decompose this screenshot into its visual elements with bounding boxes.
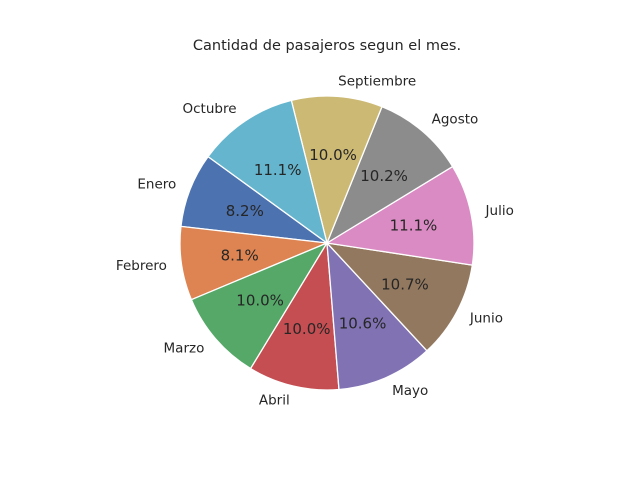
pie-slice-septiembre [290, 95, 383, 246]
pie-percent-label: 10.0% [236, 291, 284, 309]
pie-category-label: Septiembre [338, 74, 416, 90]
pie-category-label: Enero [137, 176, 176, 192]
pie-slice-mayo [326, 241, 428, 391]
pie-category-label: Marzo [164, 340, 205, 356]
pie-category-label: Octubre [183, 101, 237, 117]
pie-percent-label: 10.0% [283, 320, 331, 338]
pie-percent-label: 10.0% [309, 146, 357, 164]
pie-category-label: Febrero [116, 258, 167, 274]
pie-percent-label: 10.6% [339, 315, 387, 333]
pie-percent-label: 10.7% [381, 275, 429, 293]
pie-slice-marzo [190, 241, 329, 370]
pie-category-label: Julio [485, 203, 514, 219]
pie-slices [179, 95, 475, 391]
pie-category-label: Mayo [392, 383, 428, 399]
pie-percent-label: 11.1% [390, 217, 438, 235]
pie-slice-junio [325, 242, 474, 352]
pie-category-label: Junio [469, 311, 503, 327]
pie-labels: 8.2% Enero 8.1% Febrero 10.0% Marzo 10.0% Abril… [116, 74, 514, 409]
pie-category-label: Agosto [432, 112, 479, 128]
pie-percent-label: 8.1% [221, 246, 259, 264]
pie-slice-abril [249, 240, 340, 391]
pie-slice-octubre [207, 99, 329, 245]
pie-category-label: Abril [259, 392, 290, 408]
pie-percent-label: 11.1% [254, 161, 302, 179]
pie-percent-label: 8.2% [226, 202, 264, 220]
pie-slice-julio [325, 165, 475, 266]
pie-percent-label: 10.2% [360, 167, 408, 185]
chart-title: Cantidad de pasajeros segun el mes. [193, 38, 461, 54]
pie-slice-agosto [325, 105, 454, 245]
